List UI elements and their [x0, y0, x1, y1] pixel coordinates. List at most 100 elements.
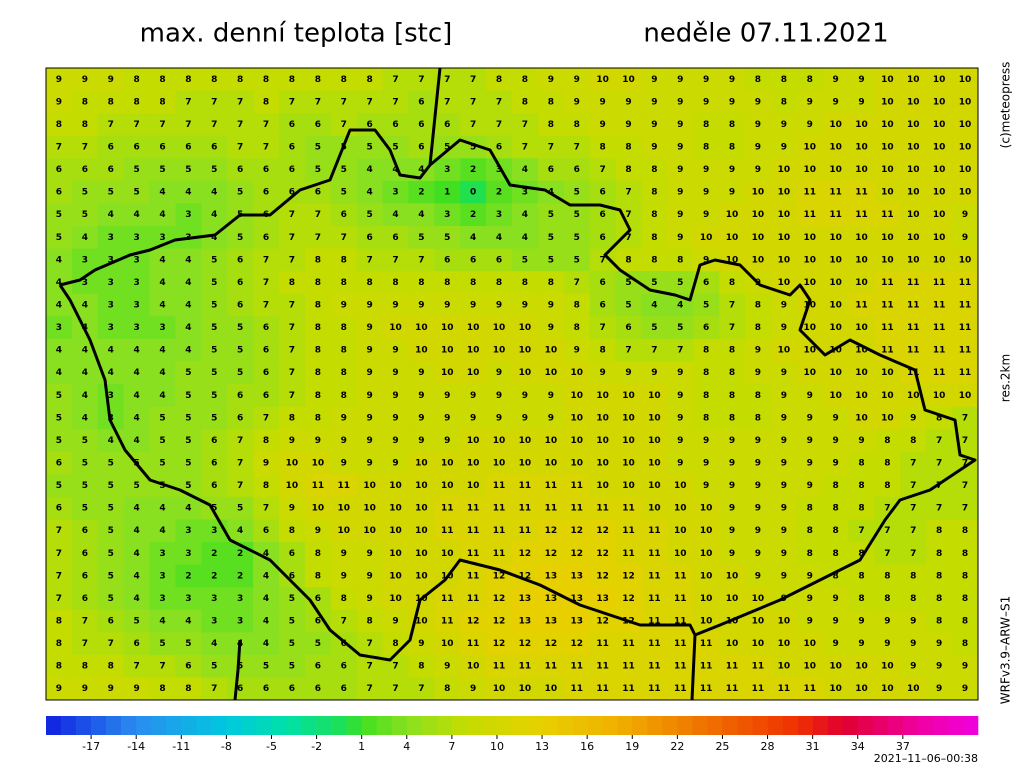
grid-cell [615, 519, 642, 543]
grid-value: 9 [599, 97, 605, 107]
grid-value: 9 [548, 75, 554, 85]
grid-cell [71, 677, 99, 701]
grid-value: 3 [444, 165, 450, 175]
grid-cell [486, 429, 513, 453]
grid-value: 10 [855, 413, 868, 423]
grid-value: 8 [599, 143, 605, 153]
grid-value: 10 [596, 436, 609, 446]
grid-value: 5 [315, 143, 321, 153]
grid-cell [486, 271, 513, 295]
grid-value: 10 [829, 165, 842, 175]
grid-value: 11 [881, 346, 894, 356]
grid-value: 9 [418, 436, 424, 446]
grid-cell [460, 451, 487, 475]
grid-cell [900, 180, 927, 204]
grid-cell [770, 180, 798, 204]
grid-cell [719, 158, 746, 182]
grid-cell [304, 135, 332, 159]
grid-cell [460, 338, 487, 362]
grid-cell [434, 384, 461, 408]
colorbar-segment [632, 716, 648, 735]
grid-value: 8 [341, 75, 347, 85]
grid-value: 8 [962, 639, 968, 649]
grid-value: 10 [907, 143, 920, 153]
grid-value: 9 [82, 75, 88, 85]
grid-value: 11 [700, 662, 713, 672]
grid-cell [512, 316, 539, 340]
grid-cell [926, 429, 953, 453]
grid-value: 4 [185, 617, 191, 627]
grid-value: 9 [677, 436, 683, 446]
grid-cell [537, 632, 565, 656]
grid-cell [201, 474, 228, 498]
grid-value: 10 [622, 75, 635, 85]
grid-cell [279, 384, 306, 408]
grid-value: 4 [470, 233, 476, 243]
grid-cell [874, 226, 901, 250]
grid-value: 9 [366, 301, 372, 311]
grid-cell [175, 180, 202, 204]
grid-value: 3 [108, 233, 114, 243]
grid-cell [227, 226, 254, 250]
grid-cell [512, 68, 539, 92]
grid-value: 11 [959, 323, 972, 333]
colorbar-segment [527, 716, 543, 735]
grid-cell [356, 361, 384, 385]
grid-value: 10 [312, 504, 325, 514]
grid-cell [667, 271, 694, 295]
grid-value: 9 [755, 120, 761, 130]
grid-value: 10 [829, 684, 842, 694]
grid-value: 11 [519, 504, 532, 514]
grid-value: 3 [56, 323, 62, 333]
grid-value: 6 [263, 188, 269, 198]
grid-cell [253, 90, 280, 114]
grid-value: 10 [778, 346, 791, 356]
grid-value: 12 [467, 617, 480, 627]
grid-value: 7 [185, 97, 191, 107]
grid-cell [460, 384, 487, 408]
grid-cell [770, 564, 798, 588]
grid-cell [900, 542, 927, 566]
grid-cell [123, 203, 151, 227]
grid-cell [770, 406, 798, 430]
grid-value: 9 [858, 97, 864, 107]
grid-cell [796, 609, 824, 633]
grid-value: 9 [807, 617, 813, 627]
grid-value: 7 [470, 75, 476, 85]
grid-cell [123, 609, 151, 633]
grid-value: 11 [674, 662, 687, 672]
grid-cell [253, 654, 280, 678]
grid-value: 8 [884, 481, 890, 491]
grid-value: 8 [444, 684, 450, 694]
grid-value: 4 [133, 210, 139, 220]
grid-value: 8 [910, 594, 916, 604]
grid-value: 12 [545, 549, 558, 559]
grid-cell [537, 316, 565, 340]
grid-value: 10 [881, 75, 894, 85]
grid-cell [382, 113, 409, 137]
grid-cell [926, 113, 953, 137]
grid-value: 6 [211, 459, 217, 469]
grid-cell [693, 429, 720, 453]
grid-cell [460, 406, 487, 430]
grid-cell [460, 654, 487, 678]
grid-value: 3 [133, 323, 139, 333]
grid-cell [123, 361, 151, 385]
grid-value: 10 [959, 75, 972, 85]
grid-value: 10 [959, 97, 972, 107]
grid-cell [563, 654, 591, 678]
grid-cell [460, 519, 487, 543]
grid-value: 9 [651, 97, 657, 107]
grid-cell [227, 248, 254, 272]
grid-value: 13 [570, 594, 583, 604]
grid-cell [745, 338, 772, 362]
grid-value: 10 [855, 662, 868, 672]
grid-value: 6 [263, 323, 269, 333]
grid-value: 7 [263, 278, 269, 288]
grid-cell [253, 271, 280, 295]
grid-cell [304, 496, 332, 520]
colorbar-segment [752, 716, 768, 735]
grid-cell [253, 384, 280, 408]
colorbar-segment [692, 716, 708, 735]
grid-value: 8 [729, 368, 735, 378]
